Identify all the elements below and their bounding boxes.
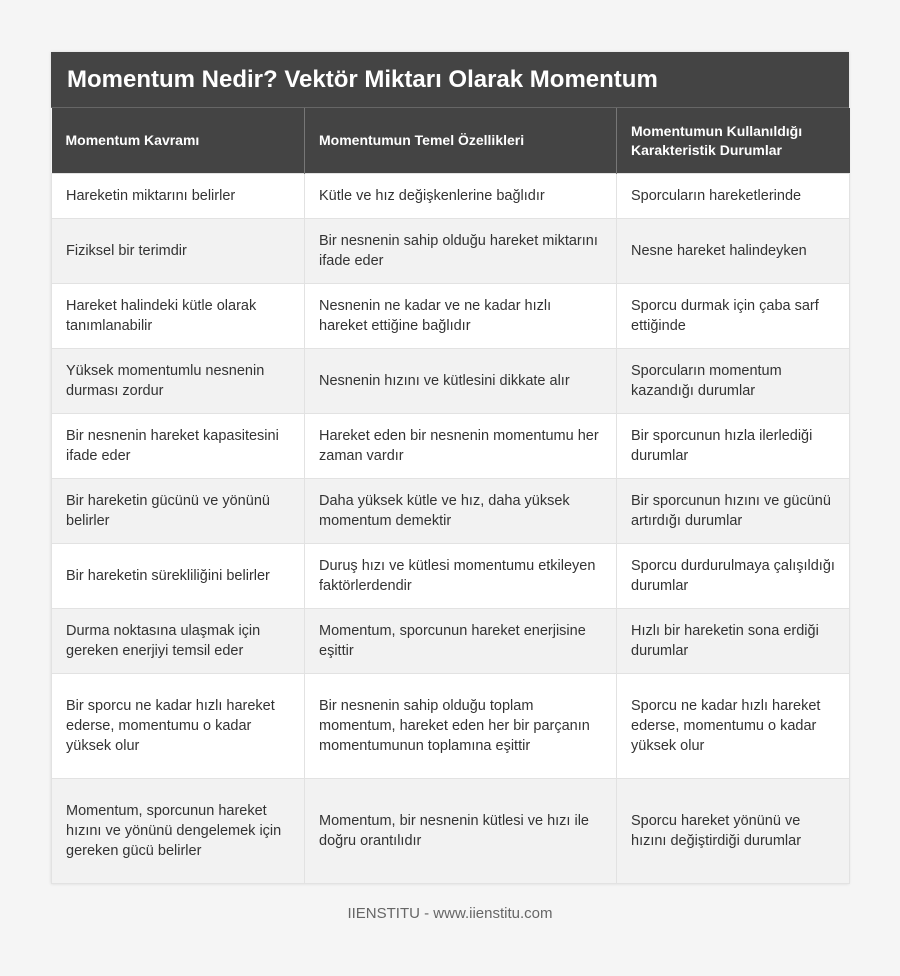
table-cell: Durma noktasına ulaşmak için gereken ene…	[51, 608, 305, 674]
table-cell: Sporcu ne kadar hızlı hareket ederse, mo…	[616, 673, 850, 779]
column-header: Momentum Kavramı	[51, 108, 305, 174]
table-row: Fiziksel bir terimdir Bir nesnenin sahip …	[51, 218, 850, 284]
table-cell: Sporcu durmak için çaba sarf ettiğinde	[616, 283, 850, 349]
table-cell: Bir hareketin gücünü ve yönünü belirler	[51, 478, 305, 544]
table-row: Hareket halindeki kütle olarak tanımlana…	[51, 283, 850, 349]
table-cell: Bir sporcunun hızını ve gücünü artırdığı…	[616, 478, 850, 544]
table-row: Yüksek momentumlu nesnenin durması zordu…	[51, 348, 850, 414]
table-cell: Momentum, sporcunun hareket hızını ve yö…	[51, 778, 305, 884]
table-cell: Nesnenin ne kadar ve ne kadar hızlı hare…	[304, 283, 617, 349]
momentum-table: Momentum Kavramı Momentumun Temel Özelli…	[51, 108, 850, 884]
table-cell: Nesne hareket halindeyken	[616, 218, 850, 284]
table-cell: Momentum, sporcunun hareket enerjisine e…	[304, 608, 617, 674]
momentum-table-container: Momentum Nedir? Vektör Miktarı Olarak Mo…	[51, 52, 850, 884]
table-cell: Sporcuların hareketlerinde	[616, 173, 850, 219]
table-cell: Bir nesnenin sahip olduğu hareket miktar…	[304, 218, 617, 284]
table-cell: Bir nesnenin hareket kapasitesini ifade …	[51, 413, 305, 479]
table-cell: Duruş hızı ve kütlesi momentumu etkileye…	[304, 543, 617, 609]
table-cell: Daha yüksek kütle ve hız, daha yüksek mo…	[304, 478, 617, 544]
table-cell: Sporcu hareket yönünü ve hızını değiştir…	[616, 778, 850, 884]
table-cell: Bir hareketin sürekliliğini belirler	[51, 543, 305, 609]
table-cell: Bir sporcu ne kadar hızlı hareket ederse…	[51, 673, 305, 779]
table-row: Bir nesnenin hareket kapasitesini ifade …	[51, 413, 850, 479]
table-row: Bir sporcu ne kadar hızlı hareket ederse…	[51, 673, 850, 779]
table-cell: Bir sporcunun hızla ilerlediği durumlar	[616, 413, 850, 479]
table-row: Momentum, sporcunun hareket hızını ve yö…	[51, 778, 850, 884]
table-title: Momentum Nedir? Vektör Miktarı Olarak Mo…	[51, 52, 849, 108]
table-cell: Fiziksel bir terimdir	[51, 218, 305, 284]
table-cell: Kütle ve hız değişkenlerine bağlıdır	[304, 173, 617, 219]
table-cell: Sporcuların momentum kazandığı durumlar	[616, 348, 850, 414]
table-cell: Hareket eden bir nesnenin momentumu her …	[304, 413, 617, 479]
table-cell: Yüksek momentumlu nesnenin durması zordu…	[51, 348, 305, 414]
table-row: Durma noktasına ulaşmak için gereken ene…	[51, 608, 850, 674]
table-cell: Hızlı bir hareketin sona erdiği durumlar	[616, 608, 850, 674]
column-header: Momentumun Temel Özellikleri	[304, 108, 617, 174]
footer-credit: IIENSTITU - www.iienstitu.com	[347, 905, 553, 922]
table-row: Hareketin miktarını belirler Kütle ve hız…	[51, 173, 850, 219]
table-cell: Sporcu durdurulmaya çalışıldığı durumlar	[616, 543, 850, 609]
table-row: Bir hareketin gücünü ve yönünü belirler D…	[51, 478, 850, 544]
column-header: Momentumun Kullanıldığı Karakteristik Du…	[616, 108, 850, 174]
table-cell: Hareketin miktarını belirler	[51, 173, 305, 219]
table-cell: Momentum, bir nesnenin kütlesi ve hızı i…	[304, 778, 617, 884]
table-cell: Nesnenin hızını ve kütlesini dikkate alı…	[304, 348, 617, 414]
table-cell: Bir nesnenin sahip olduğu toplam momentu…	[304, 673, 617, 779]
table-cell: Hareket halindeki kütle olarak tanımlana…	[51, 283, 305, 349]
header-row: Momentum Kavramı Momentumun Temel Özelli…	[51, 108, 850, 174]
table-row: Bir hareketin sürekliliğini belirler Duru…	[51, 543, 850, 609]
